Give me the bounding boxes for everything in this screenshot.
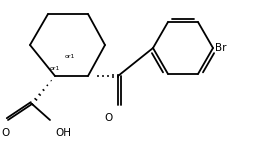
Text: OH: OH xyxy=(55,128,71,138)
Text: or1: or1 xyxy=(65,54,75,58)
Text: O: O xyxy=(105,113,113,123)
Text: Br: Br xyxy=(215,43,226,53)
Text: or1: or1 xyxy=(50,66,60,70)
Text: O: O xyxy=(1,128,9,138)
